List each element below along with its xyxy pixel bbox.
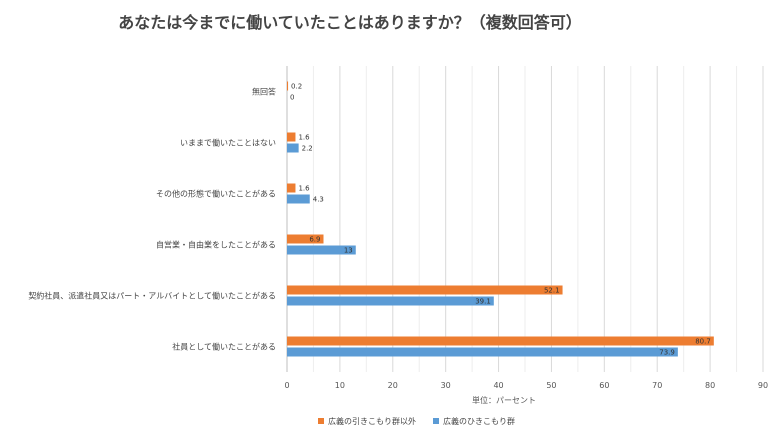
- data-label: 2.2: [302, 145, 313, 153]
- legend: 広義の引きこもり群以外 広義のひきこもり群: [318, 416, 515, 426]
- bar: [287, 143, 299, 153]
- bar: [287, 245, 356, 255]
- data-label: 52.1: [544, 287, 560, 295]
- category-label: いままで働いたことはない: [180, 138, 276, 148]
- data-label: 39.1: [475, 298, 491, 306]
- bar: [287, 234, 324, 244]
- category-label: 自営業・自由業をしたことがある: [156, 240, 276, 250]
- bar: [287, 132, 296, 142]
- data-label: 0.2: [291, 83, 302, 91]
- data-label: 1.6: [298, 185, 310, 193]
- x-axis-label: 単位：パーセント: [472, 395, 536, 405]
- x-tick-label: 10: [335, 381, 345, 390]
- category-label: その他の形態で働いたことがある: [156, 189, 276, 199]
- bar: [287, 347, 678, 357]
- gridlines: [286, 66, 764, 372]
- data-label: 0: [290, 94, 294, 102]
- chart-title: あなたは今までに働いていたことはありますか？（複数回答可）: [118, 13, 582, 32]
- legend-label: 広義のひきこもり群: [443, 416, 515, 426]
- x-tick-label: 20: [388, 381, 398, 390]
- category-label: 社員として働いたことがある: [172, 342, 276, 352]
- legend-label: 広義の引きこもり群以外: [328, 416, 416, 426]
- data-label: 6.9: [309, 236, 320, 244]
- bar: [287, 296, 494, 306]
- x-tick-labels: 0 10 20 30 40 50 60 70 80 90: [284, 381, 768, 390]
- x-tick-label: 30: [441, 381, 451, 390]
- legend-swatch: [433, 418, 439, 424]
- bar: [287, 194, 310, 204]
- bar: [287, 183, 296, 193]
- x-tick-label: 90: [758, 381, 768, 390]
- data-label: 1.6: [298, 134, 310, 142]
- x-tick-label: 0: [284, 381, 289, 390]
- bar: [287, 285, 563, 295]
- category-label: 契約社員、派遣社員又はパート・アルバイトとして働いたことがある: [28, 291, 276, 301]
- x-tick-label: 50: [546, 381, 556, 390]
- data-label: 73.9: [659, 349, 675, 357]
- category-label: 無回答: [252, 87, 276, 97]
- category-labels: 無回答いままで働いたことはないその他の形態で働いたことがある自営業・自由業をした…: [28, 87, 276, 352]
- x-tick-label: 70: [652, 381, 662, 390]
- x-tick-label: 80: [705, 381, 715, 390]
- x-tick-label: 40: [493, 381, 503, 390]
- bar: [287, 336, 714, 346]
- x-tick-label: 60: [599, 381, 609, 390]
- data-label: 13: [344, 247, 353, 255]
- data-label: 4.3: [313, 196, 324, 204]
- bar: [287, 81, 289, 91]
- legend-swatch: [318, 418, 324, 424]
- data-label: 80.7: [695, 338, 711, 346]
